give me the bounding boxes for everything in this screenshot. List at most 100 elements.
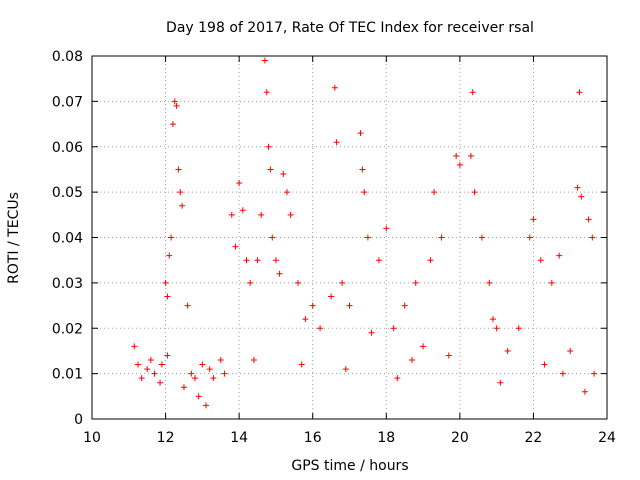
data-point xyxy=(258,211,265,218)
data-point xyxy=(239,207,246,214)
data-point xyxy=(254,257,261,264)
data-point xyxy=(164,293,171,300)
data-point xyxy=(162,279,169,286)
data-point xyxy=(184,302,191,309)
data-point xyxy=(265,143,272,150)
data-point xyxy=(504,347,511,354)
data-point xyxy=(357,130,364,137)
data-point xyxy=(530,216,537,223)
y-tick-label: 0.07 xyxy=(52,94,83,110)
data-point xyxy=(559,370,566,377)
data-point xyxy=(195,393,202,400)
data-point xyxy=(578,193,585,200)
data-point xyxy=(228,211,235,218)
data-point xyxy=(489,316,496,323)
data-point xyxy=(276,270,283,277)
data-point xyxy=(493,325,500,332)
y-tick-label: 0.05 xyxy=(52,185,83,201)
data-point xyxy=(420,343,427,350)
data-point xyxy=(339,279,346,286)
data-point xyxy=(280,170,287,177)
data-point xyxy=(269,234,276,241)
data-point xyxy=(328,293,335,300)
data-point xyxy=(375,257,382,264)
data-point xyxy=(368,329,375,336)
data-point xyxy=(263,89,270,96)
data-point xyxy=(175,166,182,173)
data-point xyxy=(203,402,210,409)
data-point xyxy=(166,252,173,259)
data-point xyxy=(157,379,164,386)
data-point xyxy=(346,302,353,309)
data-point xyxy=(179,202,186,209)
data-point xyxy=(261,57,268,64)
data-point xyxy=(574,184,581,191)
y-tick-label: 0 xyxy=(74,412,83,428)
data-point xyxy=(158,361,165,368)
data-point xyxy=(171,98,178,105)
data-point xyxy=(438,234,445,241)
data-point xyxy=(199,361,206,368)
data-point xyxy=(168,234,175,241)
data-point xyxy=(427,257,434,264)
data-point xyxy=(390,325,397,332)
x-tick-label: 20 xyxy=(451,430,469,446)
x-tick-label: 12 xyxy=(157,430,175,446)
data-point xyxy=(486,279,493,286)
data-point xyxy=(169,121,176,128)
data-point xyxy=(589,234,596,241)
data-point xyxy=(394,375,401,382)
grid-lines xyxy=(92,56,607,419)
data-point xyxy=(144,366,151,373)
data-point xyxy=(206,366,213,373)
data-point xyxy=(232,243,239,250)
x-tick-label: 14 xyxy=(230,430,248,446)
y-tick-label: 0.01 xyxy=(52,367,83,383)
data-point xyxy=(467,152,474,159)
data-point xyxy=(210,375,217,382)
data-point xyxy=(250,357,257,364)
y-tick-label: 0.06 xyxy=(52,140,83,156)
data-points xyxy=(131,57,598,409)
y-tick-label: 0.02 xyxy=(52,321,83,337)
data-point xyxy=(585,216,592,223)
data-point xyxy=(469,89,476,96)
data-point xyxy=(342,366,349,373)
y-axis-label: ROTI / TECUs xyxy=(6,192,22,284)
data-point xyxy=(317,325,324,332)
data-point xyxy=(478,234,485,241)
data-point xyxy=(412,279,419,286)
data-point xyxy=(151,370,158,377)
data-point xyxy=(138,375,145,382)
data-point xyxy=(177,189,184,196)
chart-title: Day 198 of 2017, Rate Of TEC Index for r… xyxy=(166,20,534,36)
data-point xyxy=(591,370,598,377)
data-point xyxy=(331,84,338,91)
data-point xyxy=(556,252,563,259)
data-point xyxy=(537,257,544,264)
y-tick-labels: 0 0.01 0.02 0.03 0.04 0.05 0.06 0.07 0.08 xyxy=(52,49,83,428)
data-point xyxy=(283,189,290,196)
y-tick-label: 0.04 xyxy=(52,231,83,247)
data-point xyxy=(471,189,478,196)
data-point xyxy=(188,370,195,377)
data-point xyxy=(526,234,533,241)
data-point xyxy=(272,257,279,264)
data-point xyxy=(445,352,452,359)
data-point xyxy=(576,89,583,96)
y-tick-label: 0.08 xyxy=(52,49,83,65)
x-axis-label: GPS time / hours xyxy=(291,458,408,474)
data-point xyxy=(364,234,371,241)
data-point xyxy=(243,257,250,264)
x-tick-label: 24 xyxy=(598,430,616,446)
data-point xyxy=(431,189,438,196)
x-tick-label: 16 xyxy=(304,430,322,446)
data-point xyxy=(267,166,274,173)
data-point xyxy=(361,189,368,196)
data-point xyxy=(333,139,340,146)
data-point xyxy=(456,161,463,168)
data-point xyxy=(131,343,138,350)
data-point xyxy=(453,152,460,159)
data-point xyxy=(164,352,171,359)
